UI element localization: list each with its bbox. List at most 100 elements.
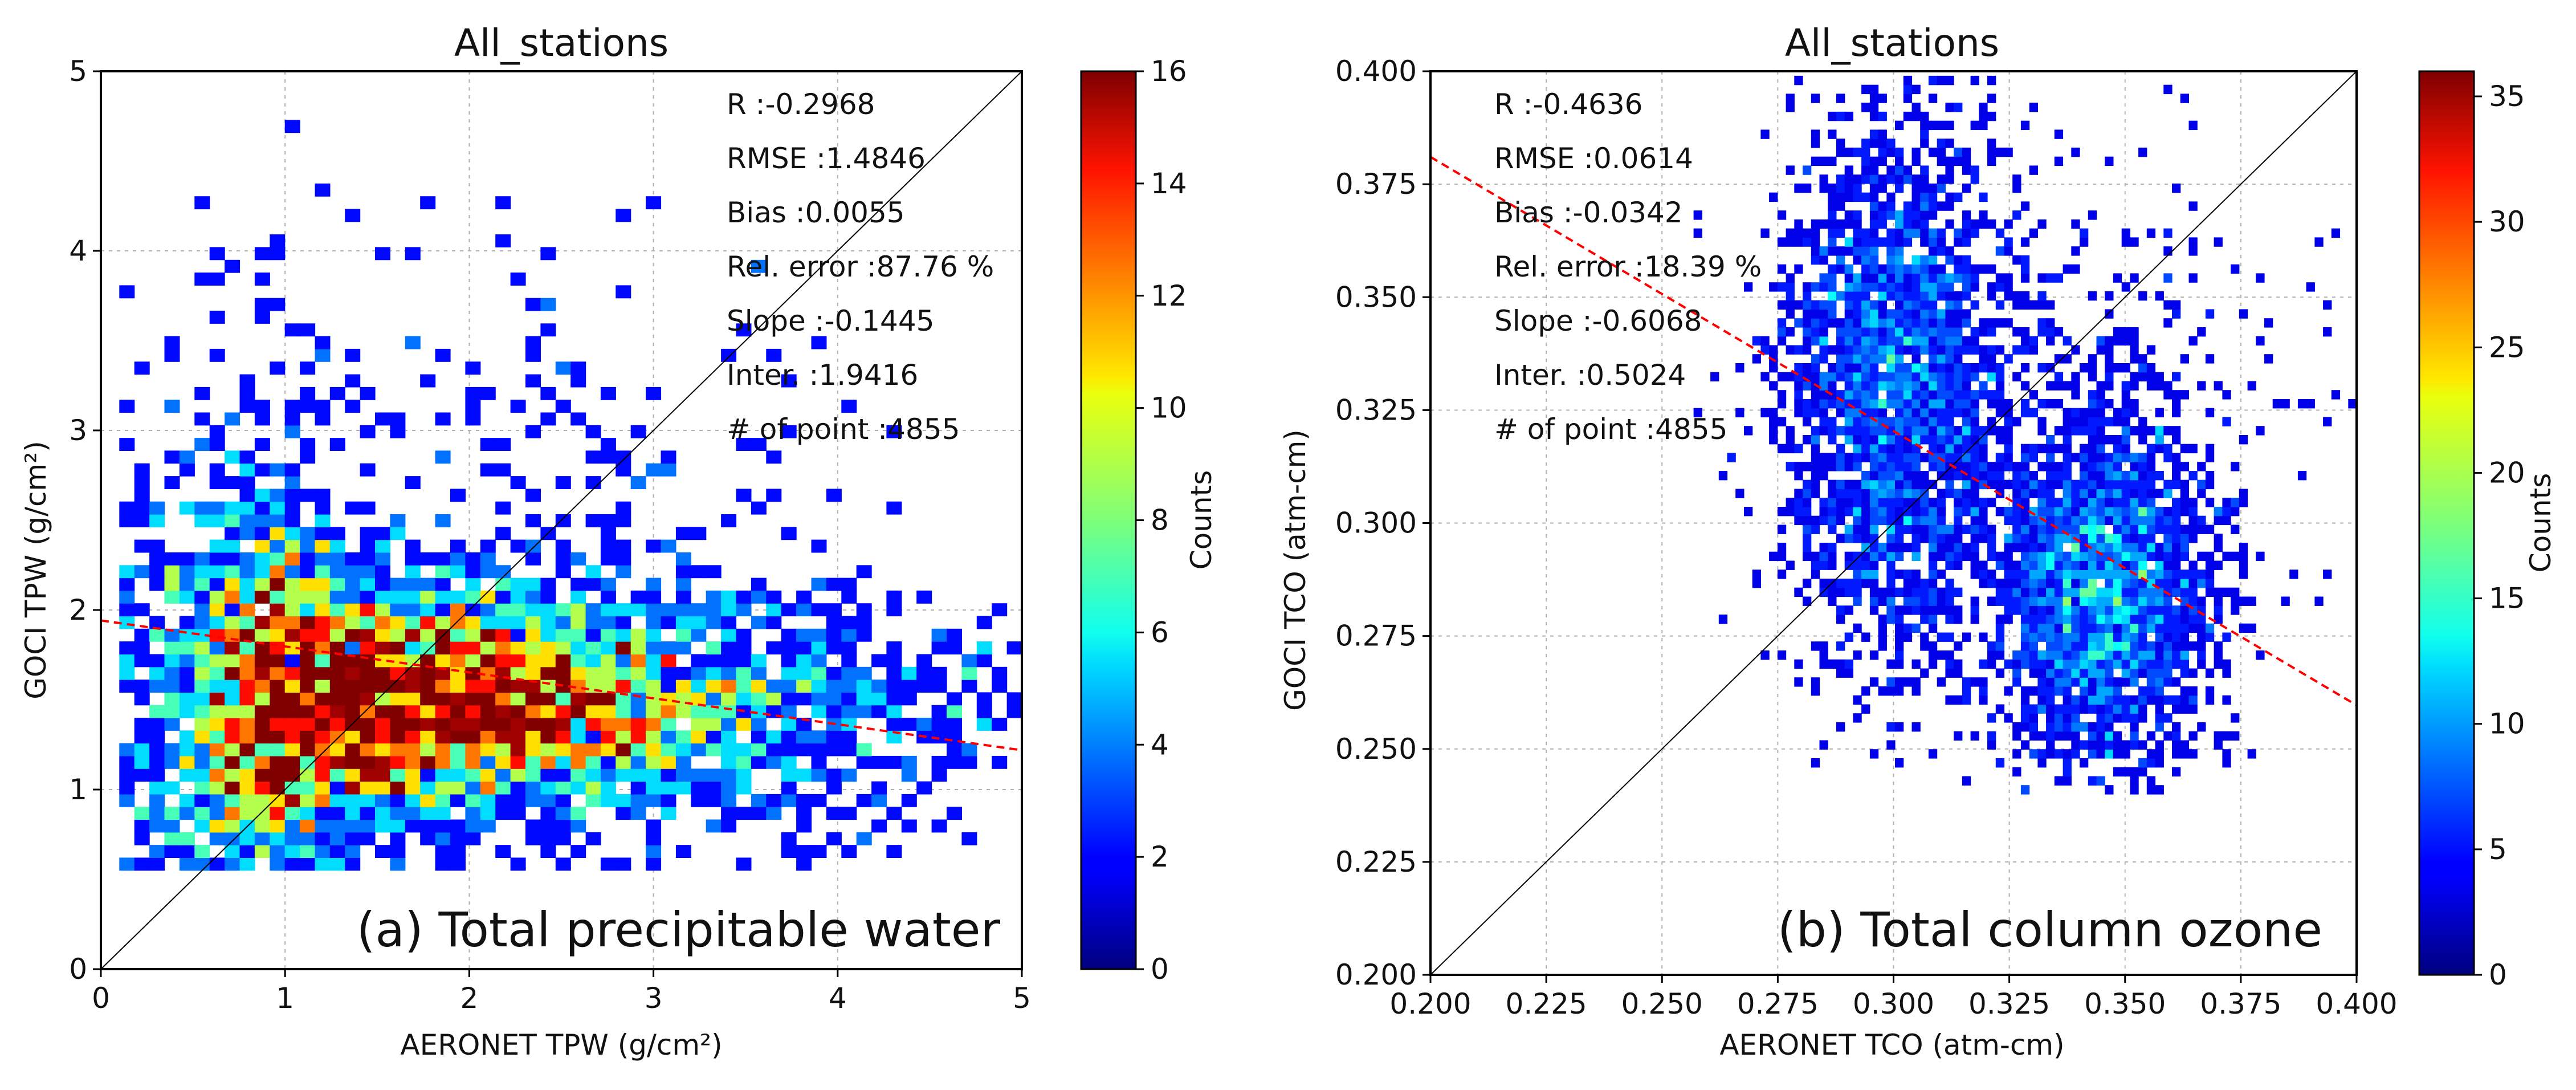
heatmap-cell bbox=[329, 794, 345, 807]
heatmap-cell bbox=[2121, 551, 2130, 562]
heatmap-cell bbox=[811, 730, 827, 744]
heatmap-cell bbox=[2188, 515, 2198, 526]
heatmap-cell bbox=[149, 628, 165, 642]
heatmap-cell bbox=[630, 603, 646, 617]
heatmap-cell bbox=[284, 807, 300, 820]
heatmap-cell bbox=[1861, 264, 1870, 274]
heatmap-cell bbox=[2029, 543, 2038, 552]
heatmap-cell bbox=[1752, 579, 1761, 588]
heatmap-cell bbox=[961, 832, 977, 845]
heatmap-cell bbox=[1836, 579, 1845, 588]
heatmap-cell bbox=[209, 272, 225, 286]
heatmap-cell bbox=[239, 527, 255, 540]
heatmap-cell bbox=[239, 807, 255, 820]
heatmap-cell bbox=[2004, 318, 2013, 328]
heatmap-cell bbox=[2130, 372, 2139, 382]
heatmap-cell bbox=[2088, 363, 2097, 373]
heatmap-cell bbox=[1828, 228, 1837, 238]
heatmap-cell bbox=[1886, 489, 1896, 498]
heatmap-cell bbox=[1937, 543, 1946, 552]
heatmap-cell bbox=[2063, 507, 2072, 516]
heatmap-cell bbox=[2105, 498, 2114, 507]
heatmap-cell bbox=[2239, 596, 2248, 606]
heatmap-cell bbox=[675, 666, 691, 680]
heatmap-cell bbox=[1811, 399, 1820, 409]
stat-rmse-a: RMSE :1.4846 bbox=[727, 142, 926, 175]
heatmap-cell bbox=[239, 781, 255, 795]
heatmap-cell bbox=[1803, 408, 1812, 418]
heatmap-cell bbox=[420, 603, 436, 617]
heatmap-cell bbox=[2155, 579, 2164, 588]
heatmap-cell bbox=[179, 807, 195, 820]
heatmap-cell bbox=[1886, 399, 1896, 409]
heatmap-cell bbox=[826, 666, 842, 680]
heatmap-cell bbox=[1970, 336, 1979, 346]
heatmap-cell bbox=[1970, 264, 1979, 274]
heatmap-cell bbox=[931, 718, 947, 731]
heatmap-cell bbox=[661, 755, 676, 769]
heatmap-cell bbox=[1844, 210, 1853, 220]
heatmap-cell bbox=[751, 259, 767, 273]
stat-slope-a: Slope :-0.1445 bbox=[727, 304, 934, 337]
heatmap-cell bbox=[555, 565, 571, 579]
heatmap-cell bbox=[721, 730, 737, 744]
heatmap-cell bbox=[1995, 228, 2005, 238]
heatmap-cell bbox=[1836, 426, 1845, 436]
heatmap-cell bbox=[1911, 300, 1921, 310]
heatmap-cell bbox=[1819, 659, 1828, 669]
heatmap-cell bbox=[1920, 192, 1929, 202]
heatmap-cell bbox=[1895, 174, 1904, 184]
heatmap-cell bbox=[194, 819, 210, 833]
heatmap-cell bbox=[194, 628, 210, 642]
heatmap-cell bbox=[2138, 641, 2147, 651]
heatmap-cell bbox=[1836, 587, 1845, 597]
heatmap-cell bbox=[284, 552, 300, 566]
heatmap-cell bbox=[585, 755, 601, 769]
heatmap-cell bbox=[1928, 498, 1938, 507]
heatmap-cell bbox=[661, 794, 676, 807]
heatmap-cell bbox=[856, 666, 872, 680]
heatmap-cell bbox=[1853, 192, 1862, 202]
heatmap-cell bbox=[1937, 570, 1946, 579]
heatmap-cell bbox=[931, 768, 947, 782]
heatmap-cell bbox=[2197, 515, 2206, 526]
heatmap-cell bbox=[2071, 479, 2080, 490]
heatmap-cell bbox=[2063, 515, 2072, 526]
heatmap-cell bbox=[300, 730, 316, 744]
heatmap-cell bbox=[570, 730, 586, 744]
heatmap-cell bbox=[2096, 722, 2105, 732]
heatmap-cell bbox=[1970, 228, 1979, 238]
heatmap-cell bbox=[766, 680, 782, 693]
heatmap-cell bbox=[2020, 641, 2030, 651]
heatmap-cell bbox=[2205, 354, 2215, 364]
heatmap-cell bbox=[2113, 570, 2122, 579]
heatmap-cell bbox=[2029, 228, 2038, 238]
heatmap-cell bbox=[2214, 615, 2223, 624]
heatmap-cell bbox=[375, 819, 390, 833]
heatmap-cell bbox=[1878, 219, 1887, 229]
heatmap-cell bbox=[1844, 291, 1853, 301]
heatmap-cell bbox=[2121, 668, 2130, 678]
heatmap-cell bbox=[1718, 615, 1728, 624]
heatmap-cell bbox=[841, 654, 857, 668]
heatmap-cell bbox=[1987, 399, 1996, 409]
heatmap-cell bbox=[194, 412, 210, 426]
heatmap-cell bbox=[300, 565, 316, 579]
heatmap-cell bbox=[225, 654, 241, 668]
heatmap-cell bbox=[1920, 139, 1929, 148]
heatmap-cell bbox=[841, 730, 857, 744]
heatmap-cell bbox=[947, 743, 962, 757]
fit-line-a bbox=[100, 619, 1022, 751]
heatmap-cell bbox=[270, 552, 286, 566]
heatmap-cell bbox=[616, 603, 631, 617]
heatmap-cell bbox=[329, 832, 345, 845]
heatmap-cell bbox=[2004, 534, 2013, 543]
heatmap-cell bbox=[254, 527, 270, 540]
heatmap-cell bbox=[254, 539, 270, 553]
heatmap-cell bbox=[1811, 524, 1820, 534]
stat-npoints-b: # of point :4855 bbox=[1494, 413, 1727, 446]
heatmap-cell bbox=[284, 412, 300, 426]
heatmap-cell bbox=[1903, 390, 1913, 400]
heatmap-cell bbox=[2088, 210, 2097, 220]
heatmap-cell bbox=[1937, 489, 1946, 498]
